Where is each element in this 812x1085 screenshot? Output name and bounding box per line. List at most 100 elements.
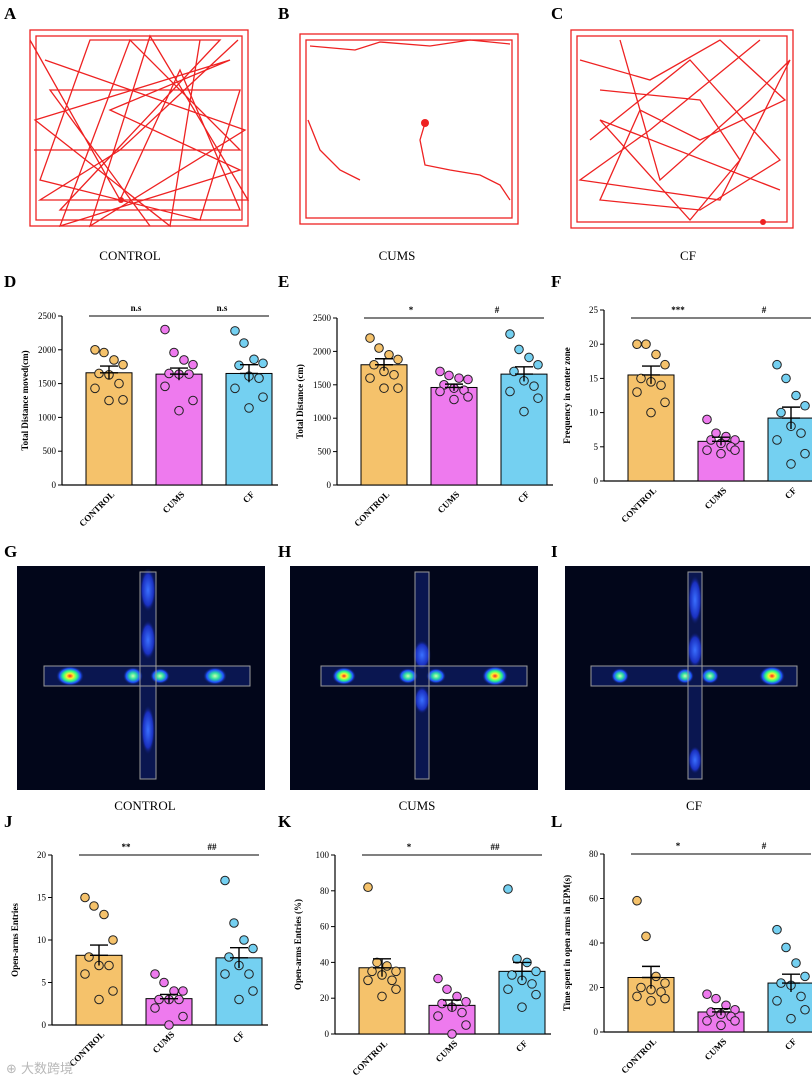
chart-l-point [632, 895, 642, 906]
chart-f-ytick-label: 0 [594, 476, 599, 486]
chart-k-point [442, 984, 452, 995]
chart-k-ytick-label: 20 [320, 993, 330, 1003]
chart-f-xtick-label: CONTROL [619, 485, 658, 524]
chart-e-point [449, 383, 459, 393]
chart-f-ytick-label: 10 [589, 408, 599, 418]
chart-j-point [239, 935, 249, 945]
chart-f-point [726, 442, 736, 452]
chart-f-point [632, 387, 642, 397]
chart-d-bar-control [85, 372, 133, 486]
chart-e-point [393, 354, 403, 365]
chart-d-point [254, 373, 264, 383]
panel-label-e: E [278, 272, 290, 291]
chart-j-point [80, 969, 90, 979]
chart-k-point [503, 884, 513, 894]
chart-f-point [660, 397, 670, 408]
chart-d-point [104, 395, 114, 406]
chart-f-point [702, 414, 712, 425]
chart-j-sig-label: ## [208, 842, 218, 852]
chart-j-bar-cf [215, 957, 263, 1026]
chart-f-point [772, 359, 782, 370]
chart-e-point [463, 392, 473, 402]
chart-e-ytick-label: 1500 [313, 380, 332, 390]
chart-d-point [258, 392, 268, 402]
chart-e-point [454, 373, 464, 383]
chart-l-point [632, 991, 642, 1002]
chart-l-ytick-label: 40 [589, 938, 599, 948]
chart-l-point [772, 996, 782, 1006]
heatmap-cf [565, 566, 810, 790]
chart-j-point [99, 909, 109, 920]
chart-e-ytick-label: 0 [327, 480, 332, 490]
chart-l-point [730, 1016, 740, 1026]
chart-j-point [108, 986, 118, 996]
caption-control-heatmap: CONTROL [114, 798, 176, 813]
chart-l-xtick-label: CF [783, 1036, 799, 1052]
caption-cums-top: CUMS [378, 248, 416, 263]
chart-d-point [114, 378, 124, 389]
chart-f-ylabel: Frequency in center zone [562, 347, 572, 443]
chart-f-ytick-label: 15 [589, 373, 599, 383]
chart-e-point [439, 380, 449, 390]
chart-l-point [716, 1009, 726, 1020]
chart-l-point [776, 978, 786, 988]
chart-k-point [527, 979, 537, 989]
chart-f-point [730, 445, 740, 456]
chart-l-point [786, 980, 796, 991]
chart-k-ytick-label: 100 [316, 850, 330, 860]
chart-k-bar-cf [498, 970, 546, 1035]
heatmap-cums [290, 566, 538, 790]
chart-j-xtick-label: CF [231, 1029, 247, 1045]
caption-cf-top: CF [680, 248, 696, 263]
chart-f-sig-label: *** [671, 305, 685, 315]
chart-d-bar-cf [225, 372, 273, 486]
chart-k-ytick-label: 0 [325, 1029, 330, 1039]
chart-e-point [384, 349, 394, 360]
chart-d-point [230, 383, 240, 394]
chart-k-bar-cums [428, 1004, 476, 1035]
chart-k-point [503, 984, 513, 995]
chart-e-point [533, 393, 543, 403]
chart-j-ytick-label: 15 [37, 893, 47, 903]
chart-d-ytick-label: 2000 [38, 345, 57, 355]
chart-k-point [363, 975, 373, 986]
chart-d-point [244, 403, 254, 413]
chart-k-point [437, 998, 447, 1009]
chart-f-bar-cums [697, 440, 745, 482]
chart-d-point [179, 355, 189, 365]
chart-l-point [730, 1004, 740, 1015]
chart-l-point [706, 1007, 716, 1017]
chart-j-point [159, 977, 169, 988]
chart-l-point [646, 996, 656, 1006]
chart-e-point [524, 352, 534, 363]
chart-l-point [781, 942, 791, 953]
chart-k: 0 20 40 60 80 100 Open-arms Entries (%) CONTROL… [293, 842, 551, 1078]
chart-j-ytick-label: 0 [42, 1020, 47, 1030]
chart-l-point [660, 978, 670, 988]
chart-e-ytick-label: 2000 [313, 346, 332, 356]
chart-d-point [94, 368, 104, 379]
chart-e-point [444, 370, 454, 381]
chart-d-point [249, 354, 259, 365]
chart-f-point [660, 359, 670, 370]
panel-label-k: K [278, 812, 292, 831]
chart-d-sig-label: n.s [217, 303, 228, 313]
chart-f-point [651, 349, 661, 360]
panel-label-d: D [4, 272, 17, 291]
chart-d-point [169, 347, 179, 358]
chart-f-sig-label: # [762, 305, 767, 315]
chart-f-ytick-label: 20 [589, 339, 599, 349]
chart-d-point [109, 355, 119, 365]
chart-f-xtick-label: CUMS [703, 485, 729, 511]
chart-j-point [80, 892, 90, 903]
chart-e-point [365, 373, 375, 383]
chart-j-ytick-label: 10 [37, 935, 47, 945]
chart-l-point [716, 1020, 726, 1031]
chart-l-point [636, 982, 646, 993]
chart-d-xtick-label: CUMS [161, 489, 187, 515]
chart-k-point [377, 970, 387, 980]
chart-e-point [533, 359, 543, 370]
chart-k-ylabel: Open-arms Entries (%) [293, 899, 303, 990]
chart-e-point [365, 333, 375, 343]
